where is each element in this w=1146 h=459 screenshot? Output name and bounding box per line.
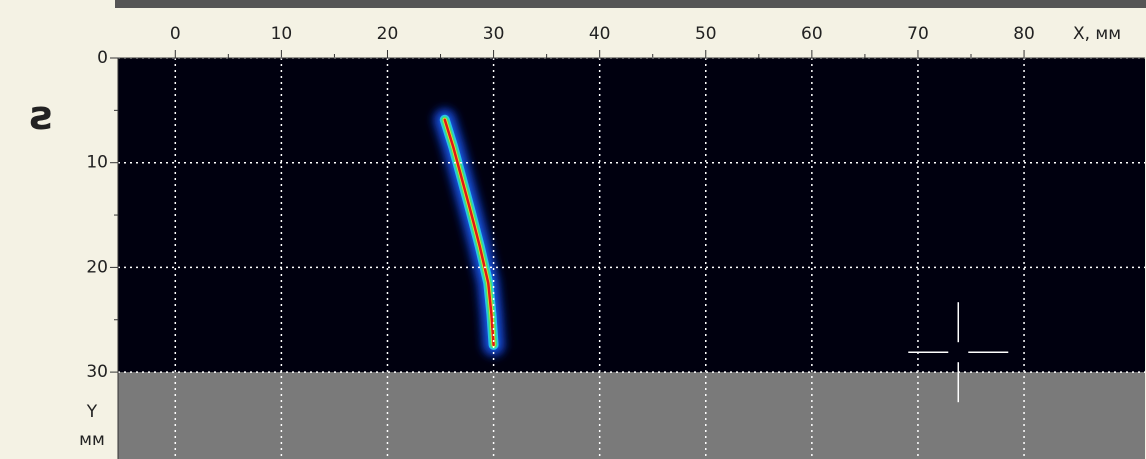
view-symbol: ƨ bbox=[30, 93, 54, 139]
scan-area bbox=[118, 58, 1145, 373]
x-tick-label: 50 bbox=[695, 24, 717, 44]
y-axis-label: Y bbox=[86, 402, 98, 422]
x-tick-label: 0 bbox=[170, 24, 181, 44]
top-strip bbox=[115, 0, 1146, 8]
x-tick-label: 80 bbox=[1013, 24, 1035, 44]
x-axis-label: X, мм bbox=[1073, 24, 1121, 44]
y-tick-label: 20 bbox=[86, 257, 108, 277]
y-axis-label: мм bbox=[79, 430, 105, 450]
x-tick-label: 40 bbox=[589, 24, 611, 44]
x-tick-label: 70 bbox=[907, 24, 929, 44]
y-tick-label: 0 bbox=[97, 48, 108, 68]
y-tick-label: 30 bbox=[86, 362, 108, 382]
x-tick-label: 30 bbox=[483, 24, 505, 44]
x-tick-label: 10 bbox=[271, 24, 293, 44]
x-tick-label: 60 bbox=[801, 24, 823, 44]
y-tick-label: 10 bbox=[86, 153, 108, 173]
indication bbox=[443, 118, 495, 347]
x-tick-label: 20 bbox=[377, 24, 399, 44]
